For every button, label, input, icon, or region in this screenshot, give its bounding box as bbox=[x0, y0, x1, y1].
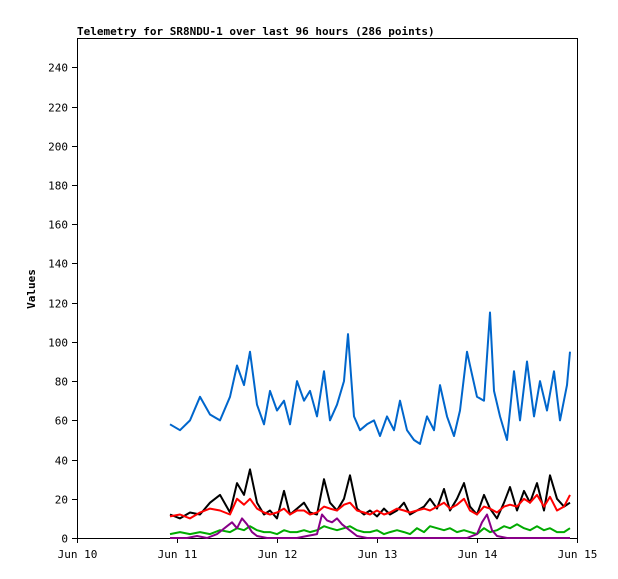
y-tick-label: 120 bbox=[48, 298, 68, 311]
y-tick-label: 0 bbox=[61, 533, 68, 546]
y-tick-label: 240 bbox=[48, 62, 68, 75]
x-tick-label: Jun 10 bbox=[58, 548, 98, 561]
series-line-1 bbox=[169, 468, 571, 520]
y-axis-label: Values bbox=[25, 269, 38, 309]
series-line-0 bbox=[169, 311, 571, 445]
y-tick-label: 100 bbox=[48, 337, 68, 350]
x-axis: Jun 10 Jun 11 Jun 12 Jun 13 Jun 14 Jun 15 bbox=[58, 538, 598, 561]
x-tick-label: Jun 11 bbox=[158, 548, 198, 561]
y-tick-label: 60 bbox=[55, 415, 68, 428]
y-tick-label: 220 bbox=[48, 102, 68, 115]
y-tick-label: 40 bbox=[55, 455, 68, 468]
x-tick-label: Jun 15 bbox=[558, 548, 598, 561]
y-tick-label: 20 bbox=[55, 494, 68, 507]
series-line-3 bbox=[169, 523, 571, 536]
chart-title: Telemetry for SR8NDU-1 over last 96 hour… bbox=[77, 25, 435, 38]
y-tick-label: 140 bbox=[48, 258, 68, 271]
x-tick-label: Jun 13 bbox=[358, 548, 398, 561]
y-tick-label: 200 bbox=[48, 141, 68, 154]
y-tick-label: 160 bbox=[48, 219, 68, 232]
x-tick-label: Jun 14 bbox=[458, 548, 498, 561]
plot-frame bbox=[77, 38, 578, 539]
series-line-2 bbox=[169, 493, 571, 520]
x-tick-label: Jun 12 bbox=[258, 548, 298, 561]
series-lines bbox=[169, 311, 571, 539]
y-tick-label: 180 bbox=[48, 180, 68, 193]
y-axis: 0 20 40 60 80 100 120 140 160 180 200 220 240 bbox=[48, 62, 77, 546]
series-line-4 bbox=[170, 513, 570, 539]
y-tick-label: 80 bbox=[55, 376, 68, 389]
